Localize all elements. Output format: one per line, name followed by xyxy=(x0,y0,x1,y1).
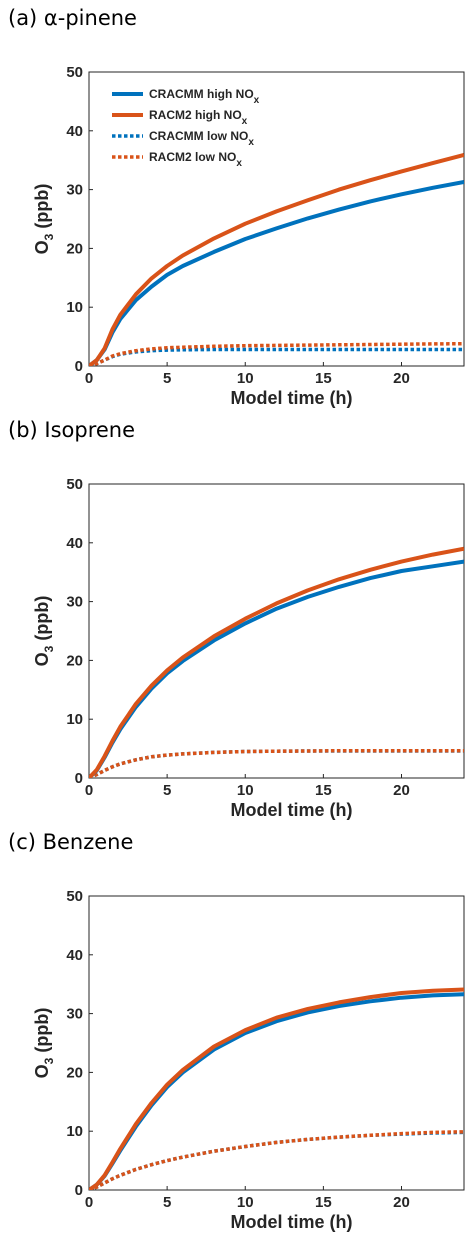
x-tick-label: 0 xyxy=(85,370,93,387)
x-tick-label: 0 xyxy=(85,782,93,799)
panel-b: (b) Isoprene 0 10 20 30 40 50 0 5 10 15 20 Model ti… xyxy=(0,412,465,824)
series-line-1 xyxy=(89,987,464,1190)
x-tick-label: 20 xyxy=(393,782,410,799)
x-tick-label: 15 xyxy=(315,1194,332,1211)
y-tick-label: 30 xyxy=(66,594,83,611)
y-tick-label: 20 xyxy=(66,652,83,669)
panel-title: (c) Benzene xyxy=(8,830,134,854)
legend-entry: RACM2 high NOx xyxy=(149,108,248,127)
panel-a: (a) α-pinene 0 10 20 30 40 50 0 5 10 15 20 Model ti… xyxy=(0,0,465,412)
panel-title: (a) α-pinene xyxy=(8,6,137,30)
y-tick-label: 10 xyxy=(66,1123,83,1140)
x-tick-label: 20 xyxy=(393,370,410,387)
y-axis-label: O3 (ppb) xyxy=(32,596,56,667)
x-tick-label: 10 xyxy=(237,370,254,387)
y-tick-label: 10 xyxy=(66,711,83,728)
chart-benzene: 0 10 20 30 40 50 0 5 10 15 20 Model time (h) O3 (ppb… xyxy=(32,888,465,1232)
series-line-0 xyxy=(89,992,464,1190)
y-axis-label: O3 (ppb) xyxy=(32,1008,56,1079)
series-line-3 xyxy=(89,341,464,366)
panel-title: (b) Isoprene xyxy=(8,418,136,442)
x-tick-label: 0 xyxy=(85,1194,93,1211)
series-line-3 xyxy=(89,748,464,778)
y-tick-label: 0 xyxy=(75,770,83,787)
legend-entry: CRACMM low NOx xyxy=(149,129,254,148)
x-tick-label: 5 xyxy=(163,1194,171,1211)
y-tick-label: 0 xyxy=(75,1182,83,1199)
plot-area xyxy=(88,895,465,1191)
plot-area xyxy=(88,71,465,367)
y-tick-label: 30 xyxy=(66,1006,83,1023)
x-tick-label: 15 xyxy=(315,370,332,387)
x-axis-label: Model time (h) xyxy=(231,388,353,408)
x-tick-label: 15 xyxy=(315,782,332,799)
series-line-3 xyxy=(89,1130,464,1190)
x-axis-label: Model time (h) xyxy=(231,800,353,820)
x-tick-label: 10 xyxy=(237,1194,254,1211)
y-tick-label: 40 xyxy=(66,535,83,552)
y-tick-label: 20 xyxy=(66,1064,83,1081)
series-line-2 xyxy=(89,749,464,778)
y-tick-label: 20 xyxy=(66,240,83,257)
series-line-0 xyxy=(89,559,464,778)
y-tick-label: 0 xyxy=(75,358,83,375)
plot-area xyxy=(88,483,465,779)
x-axis-label: Model time (h) xyxy=(231,1212,353,1232)
panel-c: (c) Benzene 0 10 20 30 40 50 0 5 10 15 20 Model tim… xyxy=(0,824,465,1236)
y-tick-label: 40 xyxy=(66,123,83,140)
x-tick-label: 5 xyxy=(163,782,171,799)
x-tick-label: 5 xyxy=(163,370,171,387)
y-tick-label: 50 xyxy=(66,888,83,905)
legend-entry: CRACMM high NOx xyxy=(149,87,260,106)
series-line-1 xyxy=(89,152,464,366)
x-tick-label: 10 xyxy=(237,782,254,799)
y-axis-label: O3 (ppb) xyxy=(32,184,56,255)
chart-alpha-pinene: 0 10 20 30 40 50 0 5 10 15 20 Model time (h) O3 (ppb… xyxy=(32,64,465,408)
y-tick-label: 10 xyxy=(66,299,83,316)
y-tick-label: 50 xyxy=(66,476,83,493)
series-line-1 xyxy=(89,546,464,778)
y-tick-label: 30 xyxy=(66,182,83,199)
y-tick-label: 50 xyxy=(66,64,83,81)
x-tick-label: 20 xyxy=(393,1194,410,1211)
series-line-2 xyxy=(89,347,464,366)
legend-entry: RACM2 low NOx xyxy=(149,150,242,169)
y-tick-label: 40 xyxy=(66,947,83,964)
chart-isoprene: 0 10 20 30 40 50 0 5 10 15 20 Model time (h) O3 (ppb… xyxy=(32,476,465,820)
